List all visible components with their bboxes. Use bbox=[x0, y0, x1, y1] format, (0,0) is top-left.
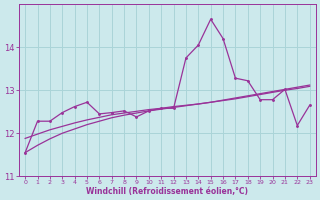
X-axis label: Windchill (Refroidissement éolien,°C): Windchill (Refroidissement éolien,°C) bbox=[86, 187, 248, 196]
